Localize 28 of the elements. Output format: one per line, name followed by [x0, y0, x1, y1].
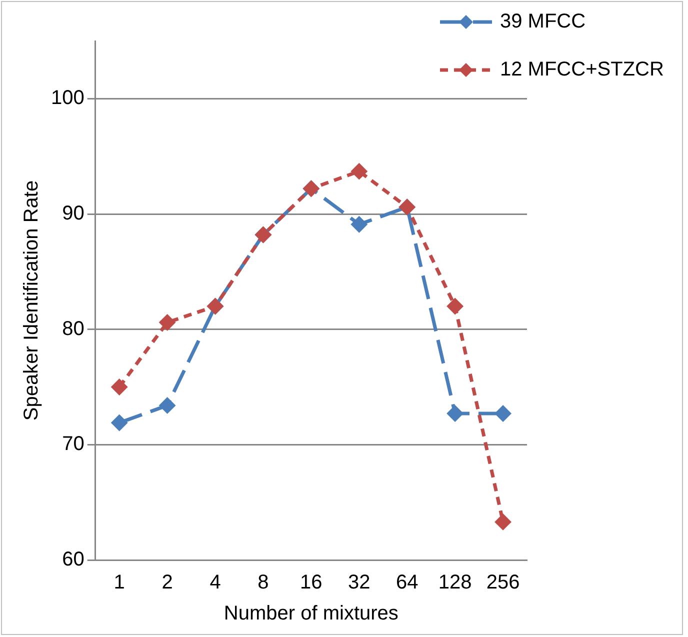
x-tick-label: 1 [114, 572, 125, 594]
legend-label: 39 MFCC [500, 10, 586, 33]
x-tick-label: 2 [162, 572, 173, 594]
y-axis-title: Speaker Identification Rate [20, 180, 43, 421]
x-tick-label: 4 [210, 572, 221, 594]
point [112, 379, 128, 395]
point [447, 406, 463, 422]
point [160, 398, 176, 414]
x-tick-label: 32 [348, 572, 370, 594]
legend-label: 12 MFCC+STZCR [500, 58, 664, 81]
point [495, 406, 511, 422]
point [112, 415, 128, 431]
point [495, 514, 511, 530]
x-tick-label: 256 [486, 572, 520, 594]
y-tick-label: 60 [62, 548, 84, 571]
y-tick-label: 80 [62, 318, 84, 340]
point [351, 216, 367, 232]
x-tick-label: 8 [258, 572, 269, 594]
y-tick-label: 70 [62, 433, 84, 456]
point [351, 164, 367, 180]
y-tick-label: 100 [50, 87, 84, 110]
x-tick-label: 128 [438, 572, 472, 594]
x-tick-label: 16 [300, 572, 322, 594]
y-tick-label: 90 [62, 202, 84, 225]
point [160, 314, 176, 330]
x-axis-title: Number of mixtures [224, 602, 398, 625]
point [447, 298, 463, 314]
x-tick-label: 64 [396, 572, 418, 594]
